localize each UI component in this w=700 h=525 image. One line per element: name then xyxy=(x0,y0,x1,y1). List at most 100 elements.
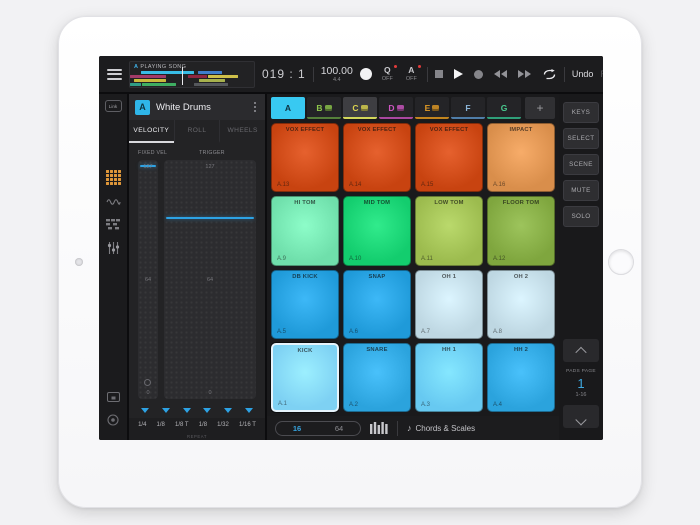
trigger-slider[interactable]: 127 64 0 xyxy=(164,160,256,399)
rewind-button[interactable] xyxy=(493,70,507,78)
fast-forward-button[interactable] xyxy=(517,70,531,78)
side-button-solo[interactable]: SOLO xyxy=(563,206,599,227)
pad-a-6[interactable]: SNAP A.6 xyxy=(343,269,411,339)
bank-underline xyxy=(487,117,521,119)
grid-16-button[interactable]: 16 xyxy=(292,423,302,433)
pad-a-9[interactable]: HI TOM A.9 xyxy=(271,196,339,266)
repeat-rate-button[interactable]: 1/8 xyxy=(156,422,165,428)
pad-a-8[interactable]: OH 2 A.8 xyxy=(487,269,555,339)
waveform-view-icon[interactable] xyxy=(105,197,121,207)
timeline-segment xyxy=(142,82,176,86)
pad-id: A.9 xyxy=(277,255,287,262)
pad-a-16[interactable]: IMPACT A.16 xyxy=(487,123,555,193)
tab-roll[interactable]: ROLL xyxy=(173,120,220,143)
bank-tab-d[interactable]: D xyxy=(379,97,413,119)
pad-a-10[interactable]: MID TOM A.10 xyxy=(343,196,411,266)
pad-a-7[interactable]: OH 1 A.7 xyxy=(415,269,483,339)
repeat-rate-button[interactable]: 1/16 T xyxy=(238,422,256,428)
stop-button[interactable] xyxy=(434,70,443,78)
bank-tab-b[interactable]: B xyxy=(307,97,341,119)
browser-icon[interactable] xyxy=(107,414,119,426)
record-button[interactable] xyxy=(473,69,483,79)
pad-a-13[interactable]: VOX EFFECT A.13 xyxy=(271,123,339,193)
bank-tab-e[interactable]: E xyxy=(415,97,449,119)
mixer-icon[interactable] xyxy=(107,242,120,254)
song-position[interactable]: 019 : 1 xyxy=(262,67,306,81)
gear-icon[interactable] xyxy=(144,379,151,386)
repeat-rate-button[interactable]: 1/32 xyxy=(217,422,229,428)
track-header[interactable]: A White Drums xyxy=(129,94,265,120)
pad-a-4[interactable]: HH 2 A.4 xyxy=(487,342,555,412)
pad-a-2[interactable]: SNARE A.2 xyxy=(343,342,411,412)
chords-scales-button[interactable]: ♪ Chords & Scales xyxy=(407,423,475,433)
metronome-button[interactable] xyxy=(359,68,372,80)
pad-name: KICK xyxy=(297,347,313,354)
bank-label: B xyxy=(316,103,323,113)
param-arrow-icon[interactable] xyxy=(223,408,232,413)
bank-tab-f[interactable]: F xyxy=(451,97,485,119)
quantize-button[interactable]: Q OFF xyxy=(379,64,397,84)
track-menu-icon[interactable] xyxy=(251,100,259,114)
side-button-mute[interactable]: MUTE xyxy=(563,180,599,201)
pad-a-14[interactable]: VOX EFFECT A.14 xyxy=(343,123,411,193)
step-sequencer-icon[interactable] xyxy=(106,219,120,230)
pad-a-1[interactable]: KICK A.1 xyxy=(271,342,339,412)
pad-a-5[interactable]: DB KICK A.5 xyxy=(271,269,339,339)
repeat-label: REPEAT xyxy=(186,434,208,439)
fixed-vel-slider[interactable]: 127 64 0 xyxy=(138,160,158,399)
ableton-link-button[interactable]: Link xyxy=(104,100,122,112)
bank-tab-c[interactable]: C xyxy=(343,97,377,119)
repeat-rate-button[interactable]: 1/8 xyxy=(198,422,208,428)
bank-underline xyxy=(451,117,485,119)
scale-min: 0 xyxy=(146,390,150,396)
pads-view-icon[interactable] xyxy=(105,170,121,185)
pad-name: SNARE xyxy=(366,346,388,353)
loop-button[interactable] xyxy=(542,68,557,80)
play-button[interactable] xyxy=(453,69,463,79)
pad-a-12[interactable]: FLOOR TOM A.12 xyxy=(487,196,555,266)
add-bank-button[interactable]: + xyxy=(525,97,555,119)
bank-badge-icon xyxy=(360,105,368,111)
right-strip: KEYS SELECT SCENE MUTE SOLO PADS PAGE 1 1-16 xyxy=(559,94,603,440)
pads-page-number: 1 xyxy=(577,376,585,391)
pad-id: A.6 xyxy=(349,328,359,335)
repeat-rate-button[interactable]: 1/4 xyxy=(138,422,147,428)
param-arrow-icon[interactable] xyxy=(203,408,212,413)
bank-tab-g[interactable]: G xyxy=(487,97,521,119)
tab-velocity[interactable]: VELOCITY xyxy=(129,120,174,143)
scale-min: 0 xyxy=(208,390,212,396)
side-button-keys[interactable]: KEYS xyxy=(563,102,599,123)
undo-button[interactable]: Undo xyxy=(571,69,594,79)
param-arrow-icon[interactable] xyxy=(182,408,191,413)
keyboard-panel-icon[interactable] xyxy=(106,392,120,402)
side-button-scene[interactable]: SCENE xyxy=(563,154,599,175)
song-label: A PLAYING SONG xyxy=(134,64,186,70)
menu-icon[interactable] xyxy=(107,68,122,80)
bank-tab-a[interactable]: A xyxy=(271,97,305,119)
grid-64-button[interactable]: 64 xyxy=(334,423,344,433)
pad-a-15[interactable]: VOX EFFECT A.15 xyxy=(415,123,483,193)
track-name: White Drums xyxy=(156,101,211,113)
page-up-button[interactable] xyxy=(563,339,599,362)
repeat-rate-button[interactable]: 1/8 T xyxy=(175,422,189,428)
pad-id: A.14 xyxy=(349,182,362,189)
pad-a-3[interactable]: HH 1 A.3 xyxy=(415,342,483,412)
tempo-display[interactable]: 100.00 4.4 xyxy=(321,65,353,83)
redo-button[interactable]: Redo xyxy=(600,69,603,79)
mini-timeline[interactable]: A PLAYING SONG xyxy=(129,60,255,88)
bank-underline xyxy=(343,117,377,119)
repeat-rates: 1/4 1/8 1/8 T 1/8 1/32 1/16 T REPEAT xyxy=(129,418,265,440)
pad-a-11[interactable]: LOW TOM A.11 xyxy=(415,196,483,266)
tab-wheels[interactable]: WHEELS xyxy=(219,120,265,143)
page-down-button[interactable] xyxy=(563,405,599,428)
home-button[interactable] xyxy=(608,249,634,275)
pad-id: A.5 xyxy=(277,328,287,335)
timeline-segment xyxy=(130,74,166,78)
param-arrow-icon[interactable] xyxy=(244,408,253,413)
piano-keys-icon[interactable] xyxy=(370,422,388,434)
side-button-select[interactable]: SELECT xyxy=(563,128,599,149)
automation-button[interactable]: A OFF xyxy=(403,64,421,84)
param-arrow-icon[interactable] xyxy=(141,408,150,413)
param-arrow-icon[interactable] xyxy=(161,408,170,413)
bank-underline xyxy=(307,117,341,119)
